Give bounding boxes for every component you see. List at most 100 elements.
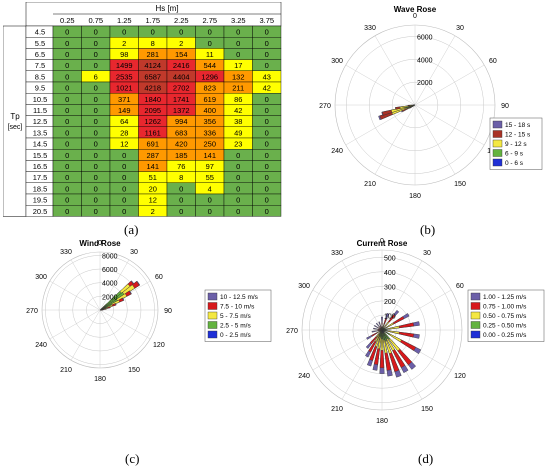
table-cell-value: 4124 (144, 61, 161, 70)
rose-radial-label: 200 (384, 299, 396, 306)
rose-radial-label: 500 (384, 255, 396, 262)
table-row-label: 14.5 (33, 140, 48, 149)
rose-direction-label: 120 (153, 342, 165, 349)
rose-spoke (70, 259, 101, 311)
table-cell-value: 0 (122, 184, 126, 193)
table-cell-value: 0 (236, 39, 240, 48)
table-cell-value: 2416 (173, 61, 190, 70)
table-column-label: 1.75 (145, 16, 160, 25)
table-cell-value: 0 (236, 162, 240, 171)
table-cell-value: 17 (234, 61, 242, 70)
rose-legend-box (467, 289, 545, 342)
table-cell-value: 287 (146, 151, 159, 160)
rose-direction-label: 240 (298, 373, 310, 380)
table-cell-value: 141 (146, 162, 159, 171)
table-cell-value: 1021 (116, 84, 133, 93)
table-cell-value: 0 (94, 50, 98, 59)
rose-sector (381, 327, 385, 331)
rose-legend-swatch (492, 120, 503, 129)
table-cell-value: 0 (65, 84, 69, 93)
rose-spoke (374, 35, 416, 106)
rose-spoke (414, 64, 485, 106)
rose-legend-swatch (470, 330, 481, 339)
rose-legend-label: 7.5 - 10 m/s (220, 304, 255, 311)
table-cell-value: 64 (120, 117, 128, 126)
table-cell-value: 0 (265, 173, 269, 182)
table-cell-value: 0 (122, 196, 126, 205)
rose-direction-label: 90 (501, 103, 509, 110)
rose-radial-label: 300 (384, 284, 396, 291)
table-column-label: 0.25 (60, 16, 75, 25)
rose-legend-swatch (470, 321, 481, 329)
rose-direction-label: 180 (94, 376, 106, 383)
table-cell-value: 1741 (173, 95, 190, 104)
table-column-label: 1.25 (117, 16, 132, 25)
table-cell-value: 0 (94, 173, 98, 182)
rose-legend-label: 9 - 12 s (505, 141, 527, 148)
table-cell-value: 0 (208, 196, 212, 205)
table-cell-value: 11 (206, 50, 214, 59)
rose-radial-label: 2000 (417, 80, 433, 87)
rose-radial-label: 4000 (417, 57, 433, 64)
rose-direction-label: 270 (26, 308, 38, 315)
table-cell-value: 6587 (144, 72, 161, 81)
table-cell-value: 0 (65, 106, 69, 115)
table-cell-value: 211 (232, 84, 244, 93)
rose-spoke (345, 64, 416, 106)
rose-legend-swatch (470, 292, 481, 301)
rose-spoke (414, 104, 485, 146)
table-cell-value: 1499 (116, 61, 133, 70)
rose-spoke (49, 280, 101, 311)
table-cell-value: 2 (122, 39, 126, 48)
panel-label-c: (c) (125, 451, 140, 466)
table-cell-value: 0 (65, 61, 69, 70)
table-cell-value: 0 (65, 128, 69, 137)
table-cell-value: 2 (151, 207, 155, 216)
rose-radial-label: 400 (384, 270, 396, 277)
rose-direction-label: 330 (364, 25, 376, 32)
rose-legend-swatch (207, 302, 218, 310)
table-cell-value: 98 (120, 50, 128, 59)
rose-spoke (414, 35, 456, 106)
table-row-label: 19.5 (33, 196, 48, 205)
table-cell-value: 0 (151, 28, 155, 37)
rose-direction-label: 150 (454, 181, 466, 188)
rose-legend-label: 1.00 - 1.25 m/s (483, 294, 527, 301)
table-cell-value: 0 (236, 151, 240, 160)
table-row-label: 10.5 (33, 95, 48, 104)
table-cell-value: 6 (94, 72, 98, 81)
rose-radial-label: 6000 (417, 34, 433, 41)
table-cell-value: 0 (265, 140, 269, 149)
table-cell-value: 1262 (144, 117, 161, 126)
table-cell-value: 0 (65, 72, 69, 81)
table-cell-value: 0 (65, 28, 69, 37)
rose-legend-label: 5 - 7.5 m/s (220, 313, 251, 320)
table-cell-value: 0 (208, 39, 212, 48)
table-cell-value: 281 (146, 50, 159, 59)
rose-direction-label: 0 (380, 238, 384, 245)
table-cell-value: 544 (203, 61, 216, 70)
table-cell-value: 0 (94, 151, 98, 160)
table-cell-value: 0 (65, 173, 69, 182)
table-cell-value: 2535 (116, 72, 133, 81)
rose-radial-label: 8000 (102, 253, 118, 260)
table-cell-value: 0 (236, 184, 240, 193)
table-row-label: 15.5 (33, 151, 48, 160)
rose-legend-label: 6 - 9 s (505, 151, 524, 158)
rose-spoke (341, 260, 383, 331)
rose-direction-label: 240 (331, 148, 343, 155)
rose-legend-label: 0.75 - 1.00 m/s (483, 304, 527, 311)
table-cell-value: 0 (122, 151, 126, 160)
table-cell (252, 204, 282, 217)
rose-radial-label: 100 (384, 313, 396, 320)
table-cell-value: 0 (94, 61, 98, 70)
rose-legend-label: 12 - 15 s (505, 132, 531, 139)
table-column-label: 2.25 (174, 16, 189, 25)
table-cell-value: 149 (118, 106, 131, 115)
table-cell-value: 0 (265, 151, 269, 160)
rose-direction-label: 300 (298, 283, 310, 290)
table-cell-value: 1372 (173, 106, 190, 115)
table-cell-value: 0 (236, 173, 240, 182)
rose-spoke (49, 309, 101, 340)
table-row-header: Tp (10, 112, 20, 121)
